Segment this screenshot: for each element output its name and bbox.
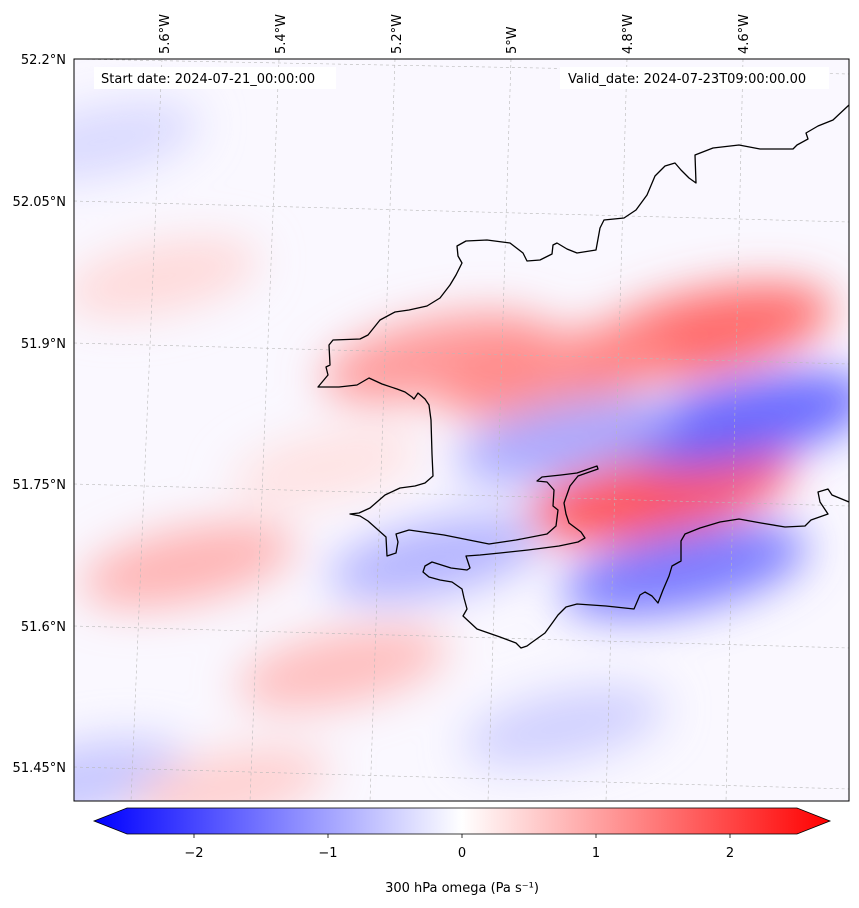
negative-omega-blob [618,371,849,470]
valid-date-label: Valid_date: 2024-07-23T09:00:00.00 [568,72,806,87]
map-frame [73,58,850,802]
lon-label: 5.2°W [390,14,405,54]
negative-omega-blob [327,515,544,601]
lon-label: 4.8°W [621,14,636,54]
negative-omega-blob [562,522,808,618]
colorbar-bar [92,807,832,835]
lon-label: 4.6°W [737,14,752,54]
start-date-box [94,67,336,89]
positive-omega-blob [230,428,422,506]
grid-lon-5-6 [130,59,163,801]
lon-label: 5°W [505,26,520,54]
lat-label: 51.9°N [21,337,66,352]
grid-lon-5-2 [369,59,396,801]
start-date-label: Start date: 2024-07-21_00:00:00 [101,72,315,87]
lat-label: 51.45°N [13,761,66,776]
colorbar-tick-label: −1 [318,846,337,861]
positive-omega-blob [439,327,675,419]
colorbar-title: 300 hPa omega (Pa s⁻¹) [385,881,539,896]
positive-omega-blob [236,626,448,710]
coastline [317,104,849,649]
colorbar-tick-label: 1 [592,846,600,861]
colorbar: −2 −1 0 1 2 300 hPa omega (Pa s⁻¹) [92,807,832,896]
positive-omega-blob [80,522,296,608]
colorbar-ticks [193,834,731,838]
colorbar-tick-label: 0 [458,846,466,861]
positive-omega-blob [128,746,330,801]
grid-lon-4-8 [605,59,628,801]
lat-label: 52.05°N [13,195,66,210]
lat-label: 52.2°N [21,53,66,68]
grid-lon-5-0 [487,59,512,801]
valid-date-box [560,67,829,89]
coastline-north [317,104,849,649]
lon-labels: 5.6°W 5.4°W 5.2°W 5°W 4.8°W 4.6°W [158,14,752,54]
lon-label: 5.4°W [274,14,289,54]
negative-omega-blob [74,101,201,181]
negative-omega-blob [455,396,677,484]
lon-label: 5.6°W [158,14,173,54]
colorbar-tick-label: −2 [184,846,203,861]
grid-lon-4-6 [725,59,744,801]
grid-lon-5-4 [249,59,280,801]
graticule [74,59,849,801]
lat-label: 51.6°N [21,620,66,635]
map-panel: Start date: 2024-07-21_00:00:00 Valid_da… [73,58,850,802]
lat-labels: 52.2°N 52.05°N 51.9°N 51.75°N 51.6°N 51.… [13,53,66,776]
lat-label: 51.75°N [13,478,66,493]
positive-omega-blob [74,238,260,318]
colorbar-tick-label: 2 [726,846,734,861]
negative-omega-blob [463,686,665,767]
